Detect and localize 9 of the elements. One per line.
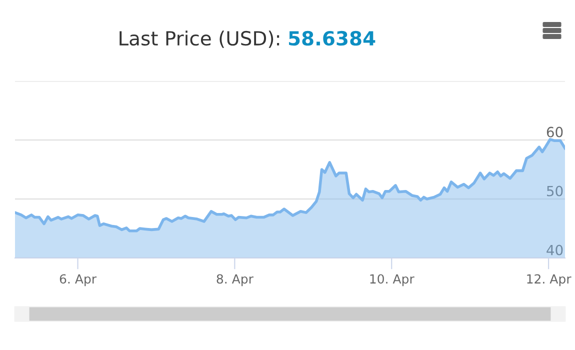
x-tick-label: 10. Apr — [370, 274, 414, 286]
x-tick-label: 8. Apr — [216, 274, 254, 286]
y-tick-label: 60 — [546, 126, 563, 138]
text: 58.6384 — [289, 30, 376, 46]
x-tick-label: 12. Apr — [527, 274, 572, 286]
y-tick-label: 50 — [547, 186, 563, 196]
y-tick-label: 40 — [546, 244, 563, 256]
x-tick-label: 6. Apr — [60, 274, 97, 286]
chart-title: Last Price (USD): — [120, 30, 280, 48]
